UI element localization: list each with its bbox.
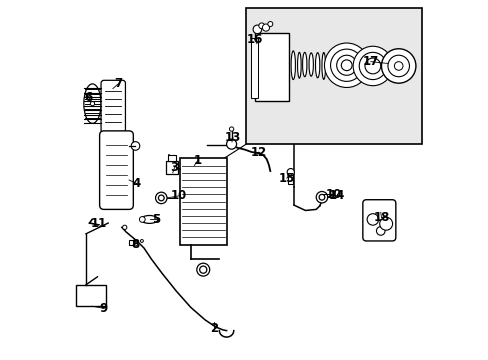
Text: 11: 11	[91, 217, 107, 230]
Circle shape	[139, 217, 145, 222]
Ellipse shape	[83, 84, 101, 123]
Circle shape	[131, 141, 140, 150]
Text: 4: 4	[133, 177, 141, 190]
Bar	[166, 161, 178, 174]
Ellipse shape	[321, 53, 325, 80]
Circle shape	[133, 242, 137, 246]
Bar	[168, 154, 175, 161]
Circle shape	[352, 46, 392, 86]
Text: 17: 17	[362, 55, 378, 68]
Text: 9: 9	[100, 302, 108, 315]
Circle shape	[140, 239, 143, 242]
Circle shape	[155, 192, 167, 204]
Text: 12: 12	[250, 145, 266, 158]
Bar	[76, 285, 106, 306]
Ellipse shape	[315, 53, 319, 78]
Bar	[246, 8, 421, 144]
Circle shape	[253, 25, 261, 34]
Ellipse shape	[290, 51, 295, 80]
Circle shape	[226, 139, 236, 149]
Circle shape	[336, 55, 356, 75]
FancyBboxPatch shape	[101, 80, 125, 133]
Circle shape	[90, 102, 94, 106]
Circle shape	[394, 62, 402, 70]
Text: 18: 18	[372, 211, 389, 224]
Circle shape	[199, 266, 206, 273]
Circle shape	[387, 55, 408, 77]
Text: 15: 15	[278, 172, 294, 185]
FancyBboxPatch shape	[362, 200, 395, 241]
Circle shape	[229, 127, 233, 131]
Text: 6: 6	[84, 91, 92, 104]
Circle shape	[262, 24, 269, 31]
Circle shape	[324, 43, 368, 87]
Circle shape	[366, 214, 378, 225]
Circle shape	[341, 60, 351, 71]
Text: 10: 10	[325, 188, 341, 201]
Text: 14: 14	[328, 189, 345, 202]
Text: 2: 2	[209, 322, 218, 335]
Circle shape	[319, 194, 324, 200]
Ellipse shape	[302, 52, 306, 77]
Circle shape	[330, 49, 362, 81]
Circle shape	[316, 192, 327, 203]
Ellipse shape	[141, 216, 158, 224]
Circle shape	[376, 226, 384, 235]
Text: 8: 8	[131, 238, 139, 251]
Text: 16: 16	[246, 33, 262, 46]
Bar	[287, 175, 293, 184]
Bar	[255, 33, 289, 101]
Circle shape	[381, 49, 415, 83]
Circle shape	[196, 263, 209, 276]
Ellipse shape	[297, 52, 301, 78]
Circle shape	[286, 168, 294, 176]
Text: 3: 3	[170, 161, 178, 174]
Circle shape	[158, 195, 164, 201]
Circle shape	[122, 225, 126, 229]
Text: 5: 5	[152, 213, 161, 226]
Text: 1: 1	[193, 154, 202, 167]
Text: 10: 10	[171, 189, 187, 202]
Circle shape	[379, 217, 392, 230]
Circle shape	[364, 58, 380, 74]
FancyBboxPatch shape	[100, 131, 133, 210]
Bar	[250, 39, 258, 98]
Text: 7: 7	[114, 77, 122, 90]
Text: 13: 13	[224, 131, 241, 144]
Ellipse shape	[308, 53, 313, 76]
Bar	[180, 158, 226, 244]
Circle shape	[267, 22, 272, 27]
Bar	[129, 239, 135, 244]
Circle shape	[258, 23, 264, 29]
Circle shape	[359, 52, 386, 80]
